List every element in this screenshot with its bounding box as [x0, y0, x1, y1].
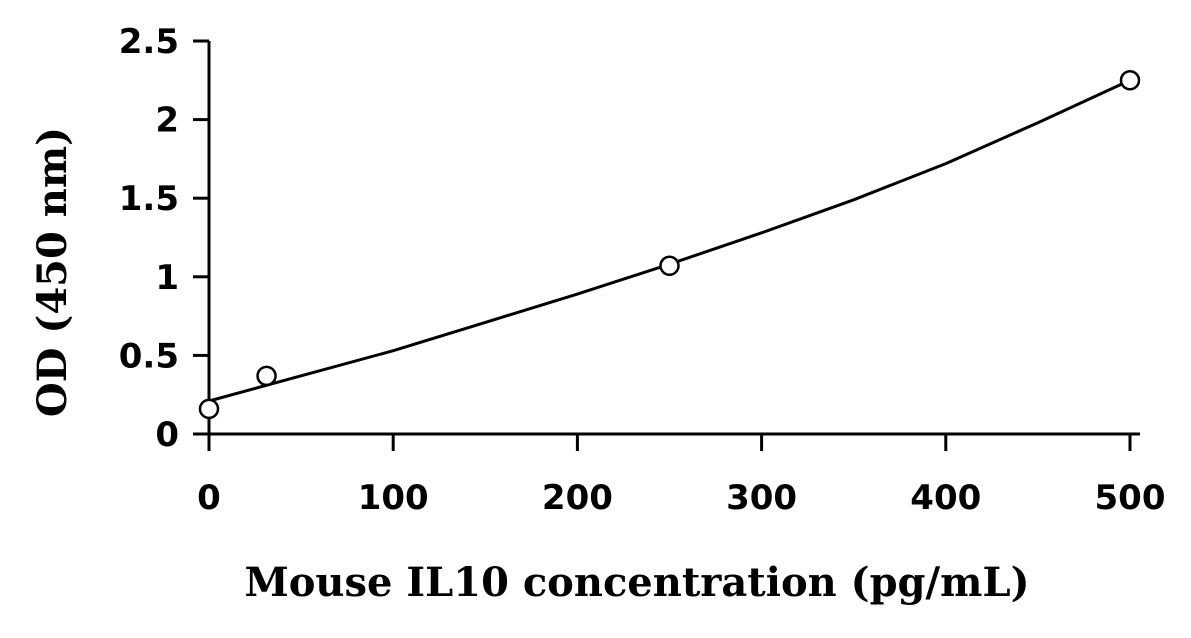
x-tick-label: 0	[197, 478, 221, 518]
y-tick-label: 2.5	[119, 22, 179, 62]
tick-labels: 0 0.5 1 1.5 2 2.5 0 100 200 300 400 500	[119, 22, 1166, 518]
data-points	[198, 70, 1141, 420]
y-tick-label: 1.5	[119, 179, 179, 219]
data-point-marker	[198, 398, 220, 420]
y-axis-title: OD (450 nm)	[29, 127, 76, 417]
axes	[193, 39, 1140, 451]
x-tick-label: 200	[542, 478, 613, 518]
y-tick-label: 0.5	[119, 336, 179, 376]
x-tick-label: 400	[910, 478, 981, 518]
x-tick-label: 100	[358, 478, 429, 518]
y-tick-label: 0	[155, 415, 179, 455]
y-tick-label: 2	[155, 101, 179, 141]
x-tick-label: 300	[726, 478, 797, 518]
data-point-marker	[1119, 70, 1141, 91]
data-point-marker	[659, 255, 680, 277]
fit-curve	[208, 78, 1131, 403]
x-axis-title: Mouse IL10 concentration (pg/mL)	[244, 559, 1029, 606]
x-tick-label: 500	[1095, 478, 1166, 518]
fit-curve-layer	[208, 78, 1131, 403]
y-tick-label: 1	[155, 258, 179, 298]
data-point-marker	[256, 365, 277, 387]
